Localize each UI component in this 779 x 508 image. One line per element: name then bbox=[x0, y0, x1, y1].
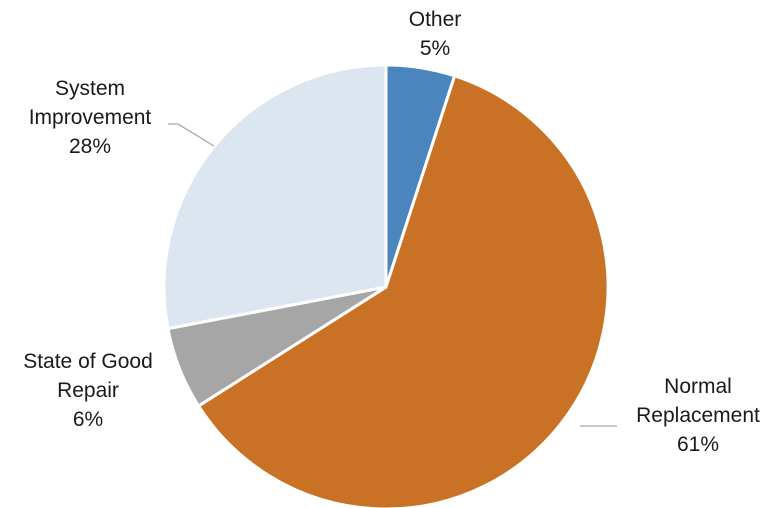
slice-label: System Improvement 28% bbox=[29, 77, 152, 158]
leader-lines bbox=[168, 123, 617, 427]
pie-slice-system-improvement bbox=[162, 63, 388, 331]
slice-label: Normal Replacement 61% bbox=[636, 375, 760, 456]
slice-percent: 61% bbox=[677, 433, 719, 456]
pie-slice-normal-replacement bbox=[196, 73, 610, 508]
slice-name: State of Good bbox=[23, 350, 153, 373]
slice-labels: Other 5% Normal Replacement 61% State of Good… bbox=[23, 8, 760, 456]
slice-name: System bbox=[55, 77, 125, 100]
slice-name: Other bbox=[409, 8, 462, 31]
slice-percent: 5% bbox=[420, 37, 450, 60]
slice-label: Other 5% bbox=[409, 8, 462, 60]
slice-label: State of Good Repair 6% bbox=[23, 350, 153, 431]
slice-percent: 6% bbox=[73, 408, 103, 431]
slice-name: Repair bbox=[57, 379, 119, 402]
pie-slices bbox=[162, 63, 610, 508]
slice-name: Improvement bbox=[29, 106, 152, 129]
slice-name: Replacement bbox=[636, 404, 760, 427]
leader-line bbox=[168, 123, 215, 147]
slice-percent: 28% bbox=[69, 135, 111, 158]
slice-name: Normal bbox=[664, 375, 732, 398]
